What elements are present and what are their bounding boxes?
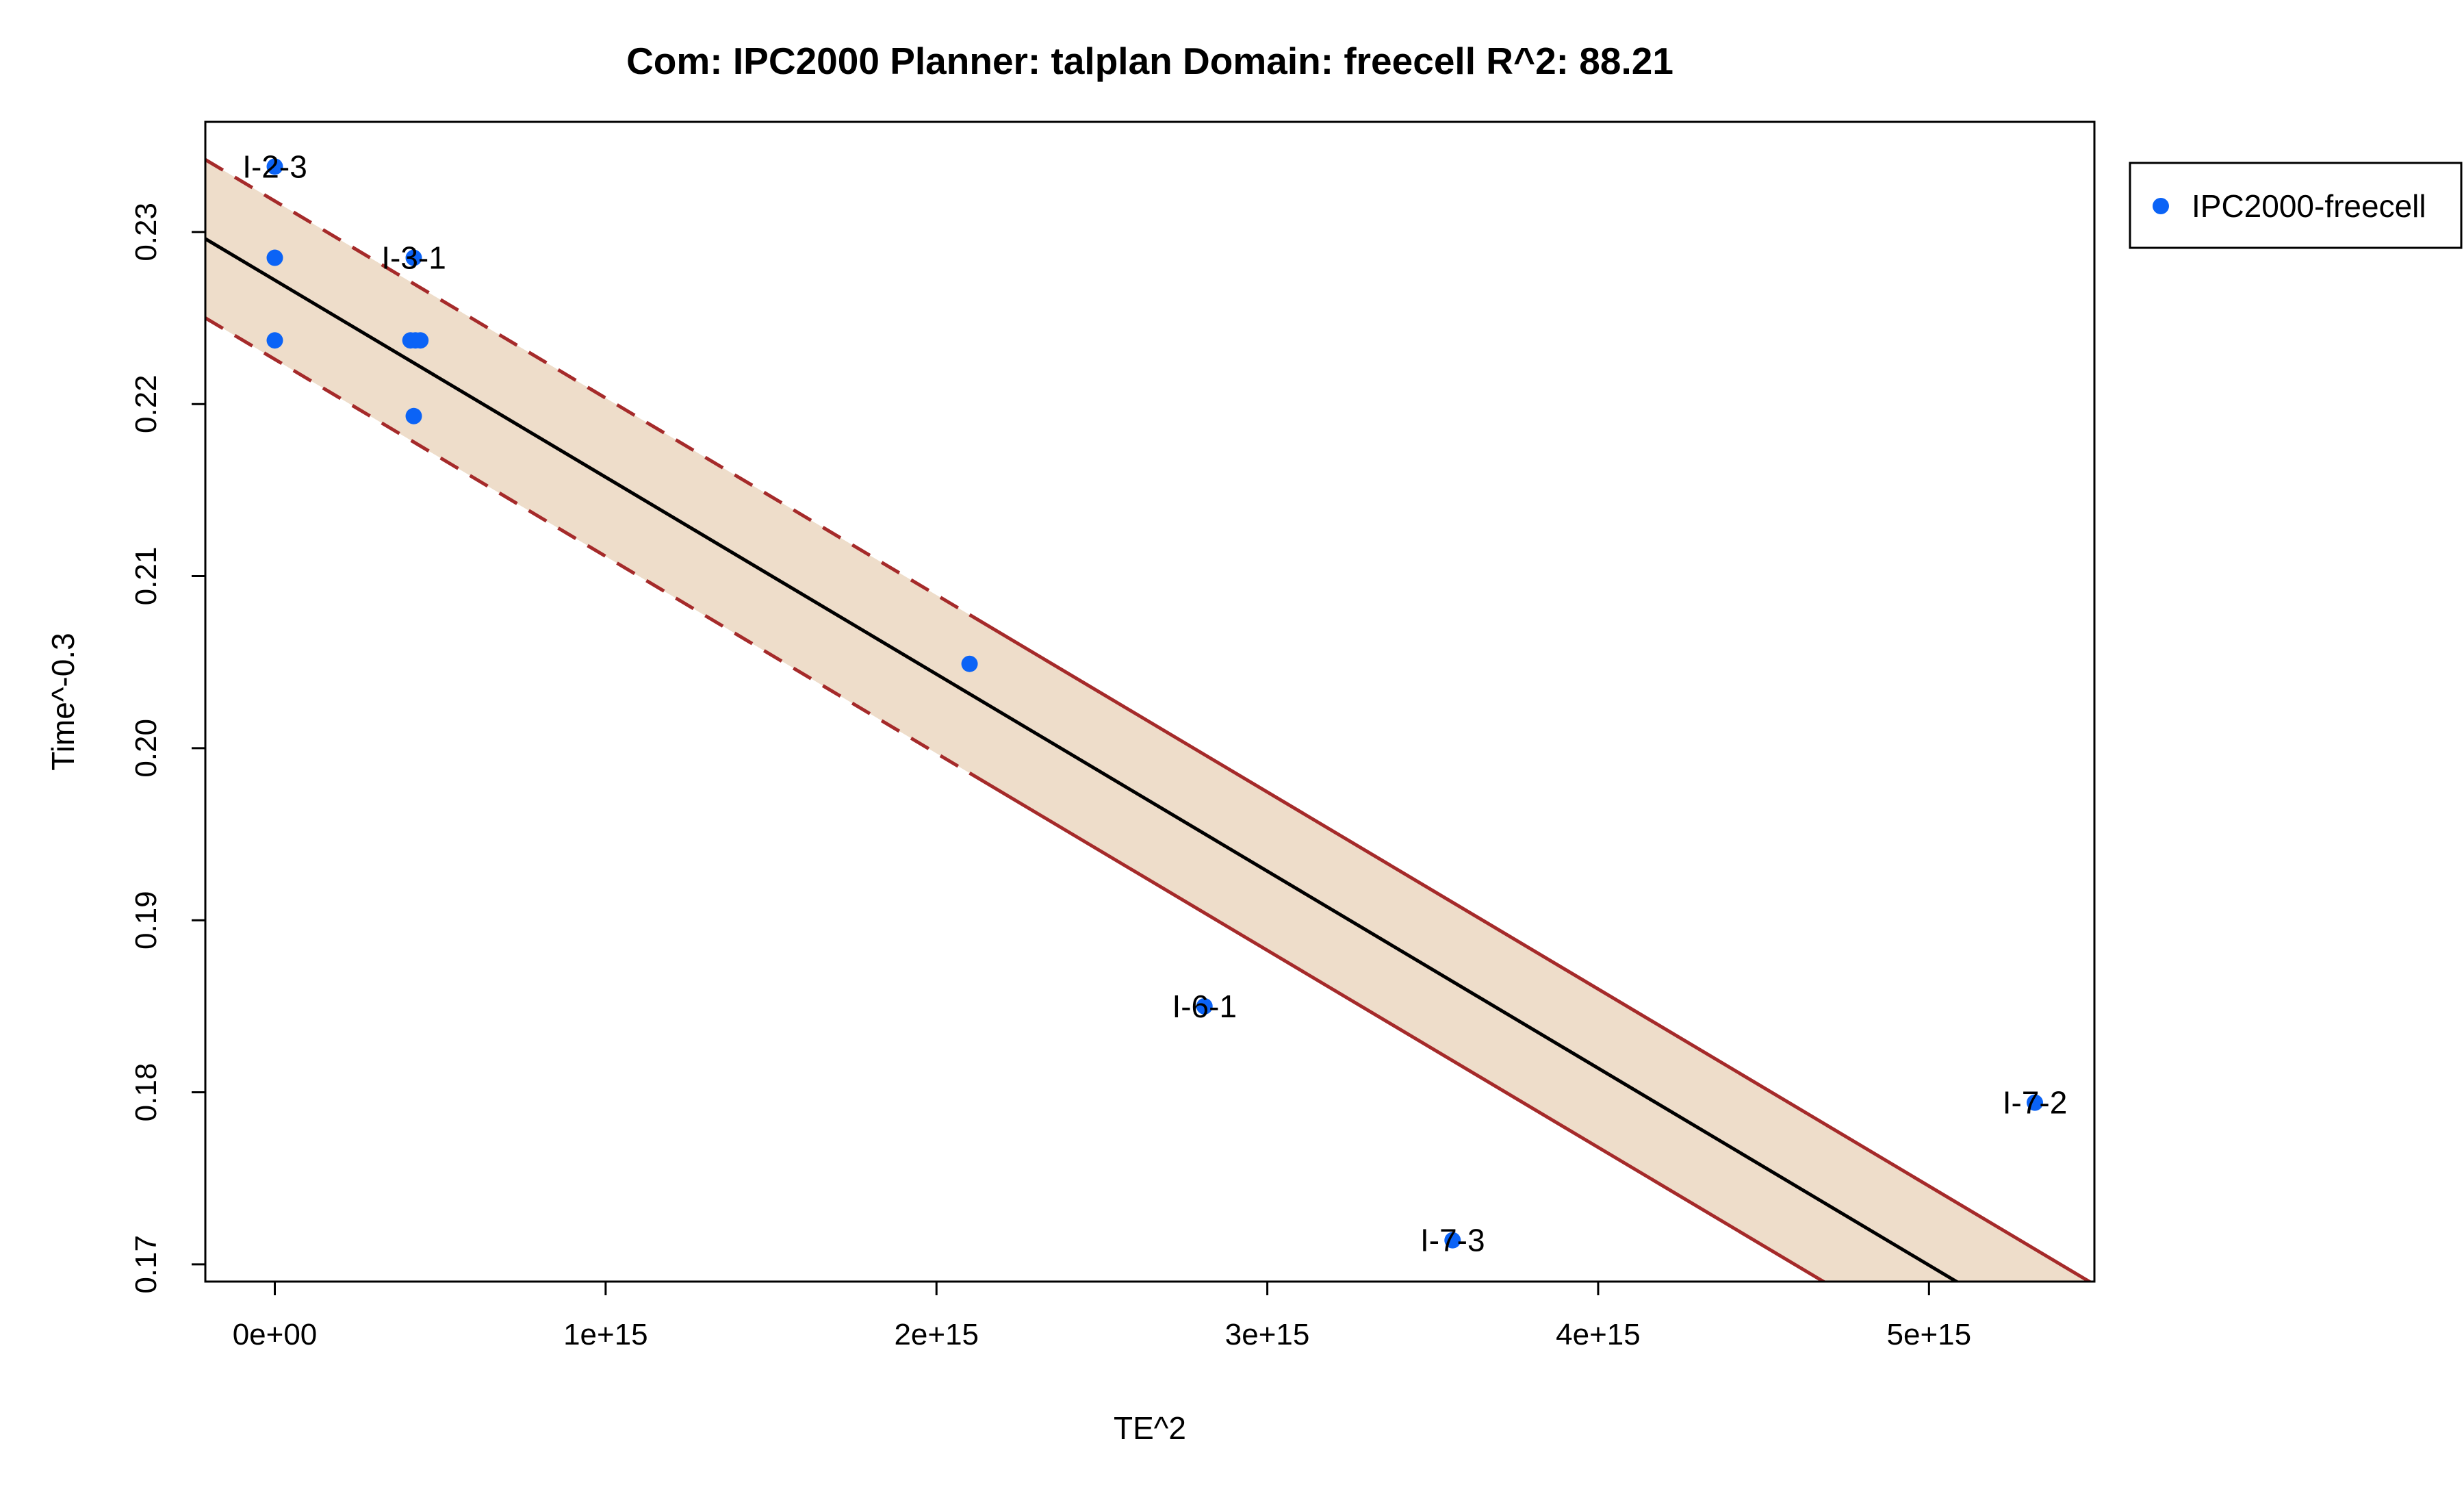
confidence-band-lower-solid (968, 772, 1827, 1282)
point-labels: I-2-3 I-3-1 I-6-1 I-7-3 I-7-2 (242, 149, 2067, 1258)
x-axis-label: TE^2 (1114, 1410, 1186, 1446)
data-point (266, 249, 283, 266)
data-point (266, 158, 283, 175)
x-tick-label: 5e+15 (1887, 1318, 1972, 1351)
regression-line (205, 237, 1960, 1282)
data-point (266, 332, 283, 349)
data-point (1196, 997, 1213, 1015)
x-tick-label: 2e+15 (894, 1318, 979, 1351)
legend-marker (2153, 198, 2169, 214)
legend-entry-ipc2000-freecell: IPC2000-freecell (2192, 188, 2426, 224)
x-axis: 0e+00 1e+15 2e+15 3e+15 4e+15 5e+15 (233, 1280, 1972, 1351)
point-label: I-2-3 (242, 149, 307, 184)
data-point (412, 332, 429, 349)
y-tick-label: 0.20 (129, 719, 163, 778)
confidence-band-lower-dashed (205, 316, 971, 775)
y-tick-label: 0.19 (129, 891, 163, 950)
y-axis-label: Time^-0.3 (45, 633, 81, 770)
data-point (1444, 1232, 1461, 1249)
y-tick-label: 0.21 (129, 547, 163, 606)
data-point (405, 407, 422, 424)
x-tick-label: 0e+00 (233, 1318, 318, 1351)
x-tick-label: 3e+15 (1225, 1318, 1310, 1351)
x-tick-label: 4e+15 (1556, 1318, 1641, 1351)
legend-box (2129, 162, 2463, 249)
point-label: I-7-2 (2003, 1085, 2068, 1121)
data-point (961, 655, 978, 672)
regression-line-group (205, 237, 1960, 1282)
y-tick-label: 0.23 (129, 203, 163, 262)
chart-title: Com: IPC2000 Planner: talplan Domain: fr… (626, 40, 1673, 82)
y-tick-label: 0.22 (129, 374, 163, 433)
confidence-band-upper-dashed (205, 158, 971, 617)
data-point (2026, 1094, 2043, 1111)
point-label: I-7-3 (1420, 1223, 1485, 1258)
y-tick-label: 0.18 (129, 1063, 163, 1122)
legend: IPC2000-freecell (2129, 162, 2463, 249)
confidence-band (205, 158, 2093, 1282)
confidence-band-upper-solid (968, 613, 2093, 1282)
x-tick-label: 1e+15 (563, 1318, 648, 1351)
y-tick-label: 0.17 (129, 1235, 163, 1294)
y-axis: 0.17 0.18 0.19 0.20 0.21 0.22 0.23 (129, 203, 207, 1294)
data-points (266, 158, 2043, 1249)
point-label: I-3-1 (381, 240, 446, 276)
plot-frame (204, 120, 2096, 1283)
data-point (405, 249, 422, 266)
point-label: I-6-1 (1172, 989, 1237, 1024)
